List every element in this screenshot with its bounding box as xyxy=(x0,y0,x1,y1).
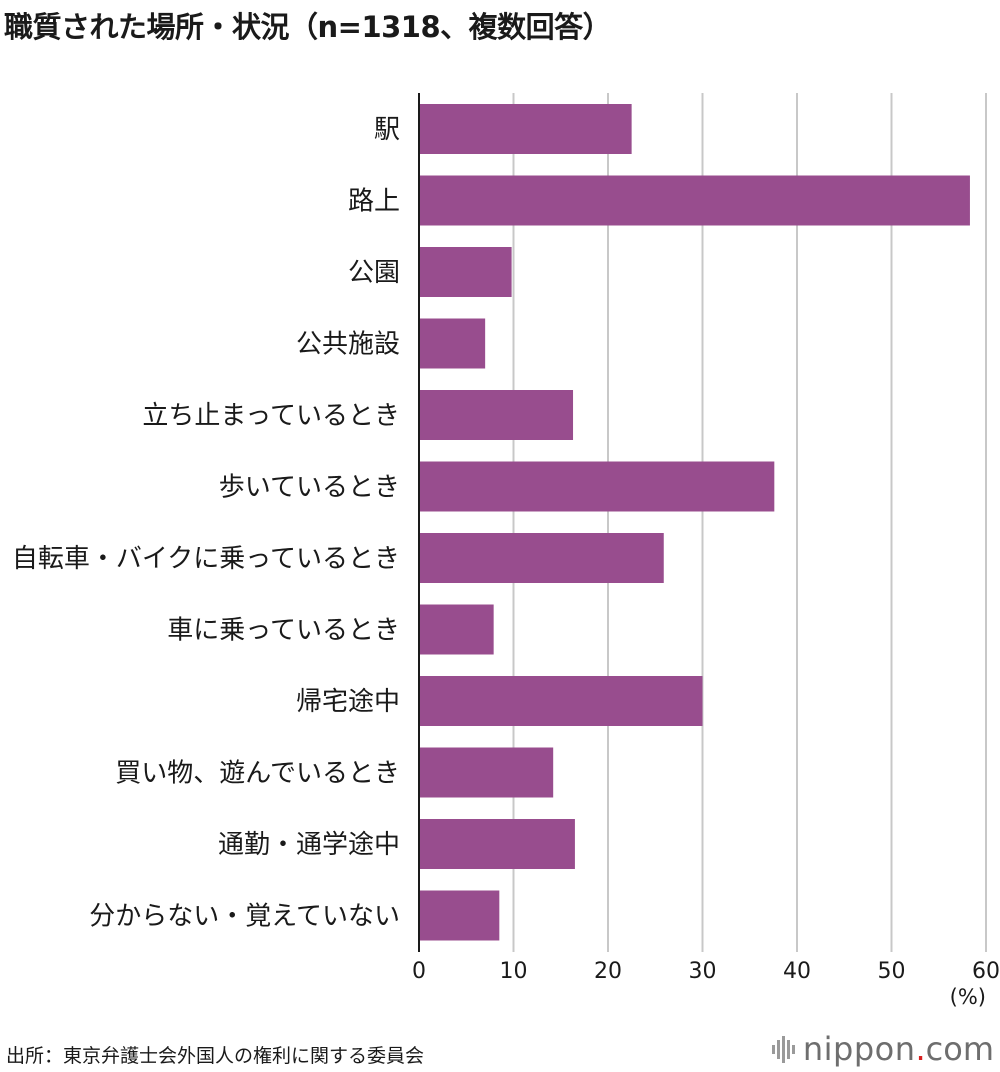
bar xyxy=(419,318,486,369)
category-label: 帰宅途中 xyxy=(296,687,400,717)
category-label: 駅 xyxy=(374,115,400,145)
x-tick-label: 0 xyxy=(412,959,426,984)
category-label: 車に乗っているとき xyxy=(167,616,400,646)
x-unit-label: (%) xyxy=(950,985,986,1009)
nippon-logo-icon xyxy=(771,1036,795,1063)
gridlines xyxy=(512,93,987,952)
category-label: 自転車・バイクに乗っているとき xyxy=(12,544,400,574)
x-tick-labels: 0 10 20 30 40 50 60 xyxy=(412,959,1000,984)
x-tick-label: 10 xyxy=(500,959,528,984)
source-note: 出所：東京弁護士会外国人の権利に関する委員会 xyxy=(6,1045,425,1067)
bars xyxy=(419,104,970,941)
category-label: 公共施設 xyxy=(296,330,400,360)
bar xyxy=(419,247,512,297)
category-label: 公園 xyxy=(348,258,400,288)
category-label: 歩いているとき xyxy=(219,473,400,503)
category-label: 立ち止まっているとき xyxy=(142,401,400,431)
category-label: 路上 xyxy=(348,187,400,217)
bar xyxy=(419,890,500,941)
bar xyxy=(419,390,574,440)
category-label: 分からない・覚えていない xyxy=(89,902,400,932)
brand-dot: . xyxy=(915,1030,926,1068)
bar xyxy=(419,104,632,154)
category-labels: 駅路上公園公共施設立ち止まっているとき歩いているとき自転車・バイクに乗っていると… xyxy=(12,115,400,932)
x-tick-label: 60 xyxy=(972,959,1000,984)
bar-chart: 駅路上公園公共施設立ち止まっているとき歩いているとき自転車・バイクに乗っていると… xyxy=(12,93,1000,1009)
bar xyxy=(419,604,494,655)
x-tick-label: 40 xyxy=(783,959,811,984)
brand-name: nippon xyxy=(802,1030,916,1068)
brand-logo[interactable]: nippon. com xyxy=(771,1030,994,1068)
bar xyxy=(419,461,775,512)
x-tick-label: 50 xyxy=(878,959,906,984)
brand-tld: com xyxy=(925,1030,994,1068)
chart-title: 職質された場所・状況（n=1318、複数回答） xyxy=(4,10,612,44)
category-label: 買い物、遊んでいるとき xyxy=(115,759,400,789)
x-tick-label: 20 xyxy=(594,959,622,984)
bar xyxy=(419,676,703,726)
bar xyxy=(419,533,664,583)
bar xyxy=(419,175,970,226)
bar xyxy=(419,747,554,798)
category-label: 通勤・通学途中 xyxy=(218,830,400,860)
bar xyxy=(419,819,575,869)
x-tick-label: 30 xyxy=(689,959,717,984)
